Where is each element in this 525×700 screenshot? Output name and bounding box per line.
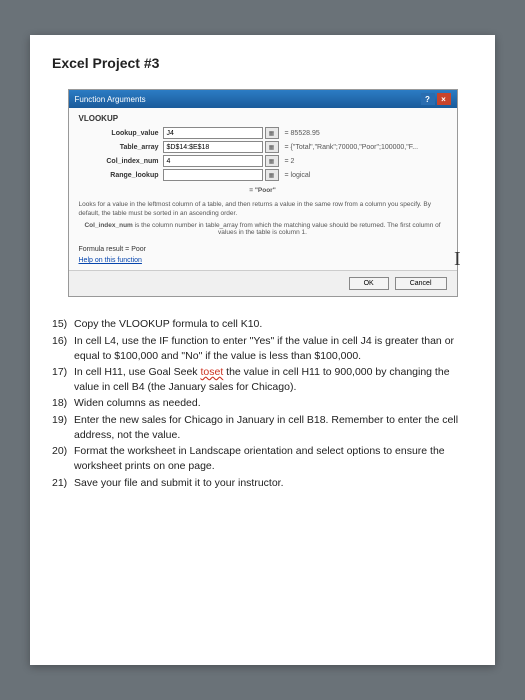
formula-result: Formula result = Poor [79,246,447,253]
ok-button[interactable]: OK [349,277,389,290]
arg-label: Lookup_value [93,130,163,137]
arg-result: = {"Total","Rank";70000,"Poor";100000,"F… [285,144,419,151]
instruction-text: Format the worksheet in Landscape orient… [74,444,473,474]
page: Excel Project #3 Function Arguments ? × … [30,35,495,665]
text-cursor-icon: I [454,248,461,271]
dialog-footer: OK Cancel [69,270,457,296]
dialog-title: Function Arguments [75,95,146,104]
instruction-text: Copy the VLOOKUP formula to cell K10. [74,317,473,332]
instruction-item: 20)Format the worksheet in Landscape ori… [52,444,473,474]
instruction-item: 18)Widen columns as needed. [52,396,473,411]
help-link[interactable]: Help on this function [79,257,142,264]
argument-description: Col_index_num is the column number in ta… [79,222,447,236]
close-icon[interactable]: × [437,93,451,105]
arg-input[interactable] [163,169,263,181]
instruction-number: 15) [52,317,74,332]
range-picker-icon[interactable]: ▦ [265,169,279,181]
arg-result: = logical [285,172,311,179]
eval-result: = "Poor" [79,187,447,195]
instruction-number: 18) [52,396,74,411]
instructions-list: 15)Copy the VLOOKUP formula to cell K10.… [52,317,473,490]
arg-input[interactable]: J4 [163,127,263,139]
arg-label: Table_array [93,144,163,151]
instruction-number: 16) [52,334,74,364]
function-name: VLOOKUP [79,114,447,123]
arg-input[interactable]: 4 [163,155,263,167]
instruction-number: 17) [52,365,74,395]
project-title: Excel Project #3 [52,55,473,71]
arg-row: Lookup_valueJ4▦ = 85528.95 [93,127,447,139]
range-picker-icon[interactable]: ▦ [265,141,279,153]
instruction-text: Widen columns as needed. [74,396,473,411]
function-description: Looks for a value in the leftmost column… [79,201,447,218]
instruction-number: 19) [52,413,74,443]
instruction-text: In cell L4, use the IF function to enter… [74,334,473,364]
instruction-item: 17)In cell H11, use Goal Seek toset the … [52,365,473,395]
instruction-item: 16)In cell L4, use the IF function to en… [52,334,473,364]
arg-input[interactable]: $D$14:$E$18 [163,141,263,153]
arg-label: Col_index_num [93,158,163,165]
arg-result: = 85528.95 [285,130,320,137]
instruction-item: 21)Save your file and submit it to your … [52,476,473,491]
instruction-text: Enter the new sales for Chicago in Janua… [74,413,473,443]
range-picker-icon[interactable]: ▦ [265,155,279,167]
arg-row: Col_index_num4▦ = 2 [93,155,447,167]
instruction-text: In cell H11, use Goal Seek toset the val… [74,365,473,395]
instruction-number: 20) [52,444,74,474]
arg-result: = 2 [285,158,295,165]
instruction-number: 21) [52,476,74,491]
help-icon[interactable]: ? [421,93,435,105]
function-arguments-dialog: Function Arguments ? × VLOOKUP Lookup_va… [68,89,458,297]
arg-label: Range_lookup [93,172,163,179]
instruction-item: 15)Copy the VLOOKUP formula to cell K10. [52,317,473,332]
titlebar-buttons: ? × [421,93,451,105]
dialog-titlebar: Function Arguments ? × [69,90,457,108]
cancel-button[interactable]: Cancel [395,277,447,290]
instruction-item: 19)Enter the new sales for Chicago in Ja… [52,413,473,443]
arg-row: Table_array$D$14:$E$18▦ = {"Total","Rank"… [93,141,447,153]
range-picker-icon[interactable]: ▦ [265,127,279,139]
instruction-text: Save your file and submit it to your ins… [74,476,473,491]
arg-row: Range_lookup ▦ = logical [93,169,447,181]
dialog-body: VLOOKUP Lookup_valueJ4▦= 85528.95Table_a… [69,108,457,270]
